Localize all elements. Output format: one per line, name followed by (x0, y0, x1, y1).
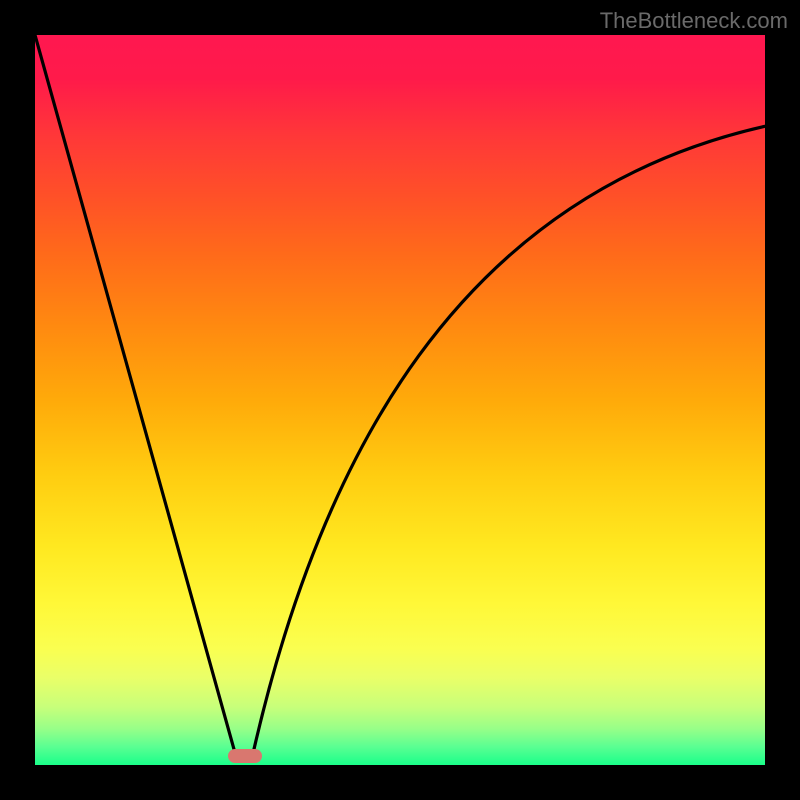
curve-layer (35, 35, 765, 765)
curve-left-branch (35, 35, 236, 756)
attribution-text: TheBottleneck.com (600, 8, 788, 34)
optimal-point-marker (228, 749, 262, 763)
curve-right-branch (253, 126, 765, 755)
plot-area (35, 35, 765, 765)
